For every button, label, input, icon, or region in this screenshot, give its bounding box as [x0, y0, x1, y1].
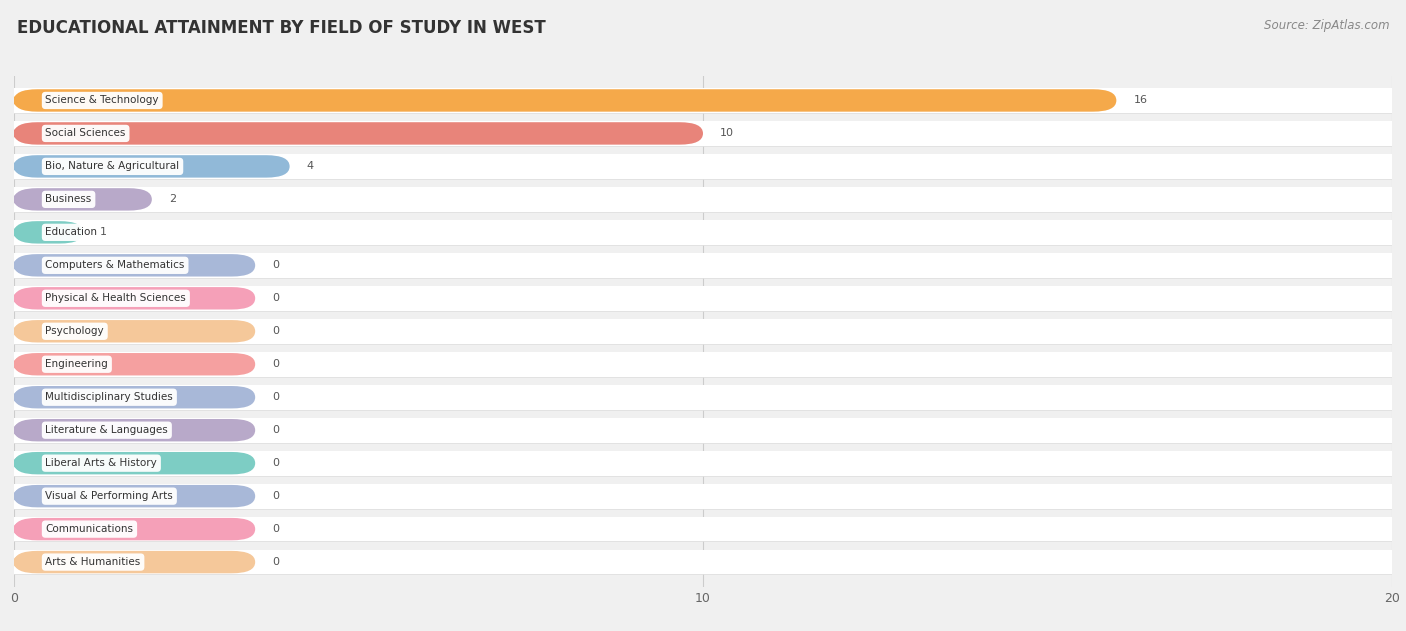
Text: 1: 1	[100, 227, 107, 237]
Bar	[14, 220, 1392, 245]
Text: EDUCATIONAL ATTAINMENT BY FIELD OF STUDY IN WEST: EDUCATIONAL ATTAINMENT BY FIELD OF STUDY…	[17, 19, 546, 37]
Circle shape	[14, 488, 49, 505]
Text: Multidisciplinary Studies: Multidisciplinary Studies	[45, 392, 173, 402]
Text: Literature & Languages: Literature & Languages	[45, 425, 169, 435]
Circle shape	[14, 553, 49, 570]
FancyBboxPatch shape	[14, 419, 256, 442]
Text: Education: Education	[45, 227, 97, 237]
Text: Social Sciences: Social Sciences	[45, 129, 127, 138]
Bar	[14, 286, 1392, 310]
Text: 0: 0	[273, 491, 280, 501]
Circle shape	[14, 290, 49, 307]
Text: 4: 4	[307, 162, 314, 172]
Circle shape	[14, 224, 49, 241]
Bar	[14, 187, 1392, 212]
Text: Science & Technology: Science & Technology	[45, 95, 159, 105]
FancyBboxPatch shape	[14, 287, 256, 310]
Circle shape	[14, 455, 49, 472]
Bar	[14, 154, 1392, 179]
FancyBboxPatch shape	[14, 386, 256, 408]
Circle shape	[14, 191, 49, 208]
Text: Visual & Performing Arts: Visual & Performing Arts	[45, 491, 173, 501]
Text: 0: 0	[273, 425, 280, 435]
Text: Liberal Arts & History: Liberal Arts & History	[45, 458, 157, 468]
Bar	[14, 88, 1392, 113]
Circle shape	[14, 125, 49, 142]
Text: Source: ZipAtlas.com: Source: ZipAtlas.com	[1264, 19, 1389, 32]
Text: 10: 10	[720, 129, 734, 138]
Circle shape	[14, 257, 49, 274]
FancyBboxPatch shape	[14, 122, 703, 144]
Text: 0: 0	[273, 524, 280, 534]
Text: Communications: Communications	[45, 524, 134, 534]
FancyBboxPatch shape	[14, 254, 256, 276]
Circle shape	[14, 92, 49, 109]
FancyBboxPatch shape	[14, 353, 256, 375]
Text: Computers & Mathematics: Computers & Mathematics	[45, 261, 184, 270]
Bar	[14, 517, 1392, 541]
Text: 0: 0	[273, 326, 280, 336]
FancyBboxPatch shape	[14, 89, 1116, 112]
Text: Arts & Humanities: Arts & Humanities	[45, 557, 141, 567]
Bar	[14, 253, 1392, 278]
Bar	[14, 418, 1392, 442]
Text: 0: 0	[273, 458, 280, 468]
Text: 2: 2	[169, 194, 176, 204]
Bar	[14, 484, 1392, 509]
Circle shape	[14, 389, 49, 406]
Circle shape	[14, 158, 49, 175]
FancyBboxPatch shape	[14, 320, 256, 343]
Text: Psychology: Psychology	[45, 326, 104, 336]
FancyBboxPatch shape	[14, 452, 256, 475]
Text: 0: 0	[273, 261, 280, 270]
Circle shape	[14, 422, 49, 439]
Bar	[14, 319, 1392, 344]
Circle shape	[14, 356, 49, 373]
Text: Physical & Health Sciences: Physical & Health Sciences	[45, 293, 186, 304]
FancyBboxPatch shape	[14, 551, 256, 574]
Text: Bio, Nature & Agricultural: Bio, Nature & Agricultural	[45, 162, 180, 172]
Text: 0: 0	[273, 557, 280, 567]
FancyBboxPatch shape	[14, 155, 290, 177]
Circle shape	[14, 521, 49, 538]
Text: 0: 0	[273, 293, 280, 304]
Bar	[14, 451, 1392, 476]
Bar	[14, 121, 1392, 146]
Text: Engineering: Engineering	[45, 359, 108, 369]
FancyBboxPatch shape	[14, 518, 256, 540]
FancyBboxPatch shape	[14, 485, 256, 507]
Text: 0: 0	[273, 392, 280, 402]
Text: 0: 0	[273, 359, 280, 369]
Bar	[14, 385, 1392, 410]
FancyBboxPatch shape	[14, 188, 152, 211]
Text: 16: 16	[1133, 95, 1147, 105]
Bar	[14, 352, 1392, 377]
Text: Business: Business	[45, 194, 91, 204]
Bar	[14, 550, 1392, 574]
FancyBboxPatch shape	[14, 221, 83, 244]
Circle shape	[14, 322, 49, 340]
